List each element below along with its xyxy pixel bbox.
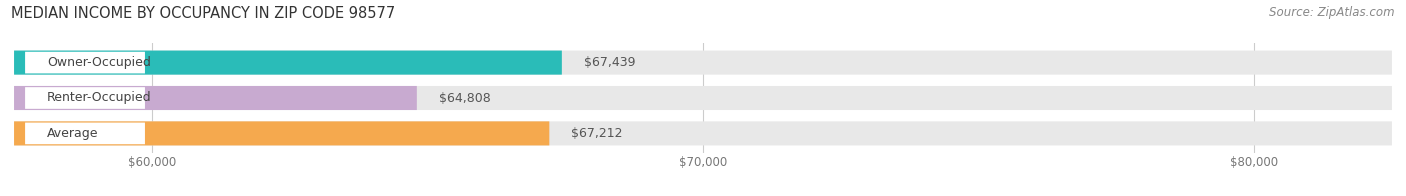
FancyBboxPatch shape — [25, 87, 145, 109]
FancyBboxPatch shape — [25, 122, 145, 144]
Text: Source: ZipAtlas.com: Source: ZipAtlas.com — [1270, 6, 1395, 19]
Text: Average: Average — [48, 127, 98, 140]
FancyBboxPatch shape — [14, 51, 1392, 75]
Text: MEDIAN INCOME BY OCCUPANCY IN ZIP CODE 98577: MEDIAN INCOME BY OCCUPANCY IN ZIP CODE 9… — [11, 6, 395, 21]
FancyBboxPatch shape — [14, 121, 1392, 145]
Text: Renter-Occupied: Renter-Occupied — [48, 92, 152, 104]
Text: Owner-Occupied: Owner-Occupied — [48, 56, 150, 69]
FancyBboxPatch shape — [25, 52, 145, 74]
FancyBboxPatch shape — [14, 86, 416, 110]
Text: $64,808: $64,808 — [439, 92, 491, 104]
FancyBboxPatch shape — [14, 121, 550, 145]
Text: $67,439: $67,439 — [583, 56, 636, 69]
Text: $67,212: $67,212 — [571, 127, 623, 140]
FancyBboxPatch shape — [14, 51, 562, 75]
FancyBboxPatch shape — [14, 86, 1392, 110]
